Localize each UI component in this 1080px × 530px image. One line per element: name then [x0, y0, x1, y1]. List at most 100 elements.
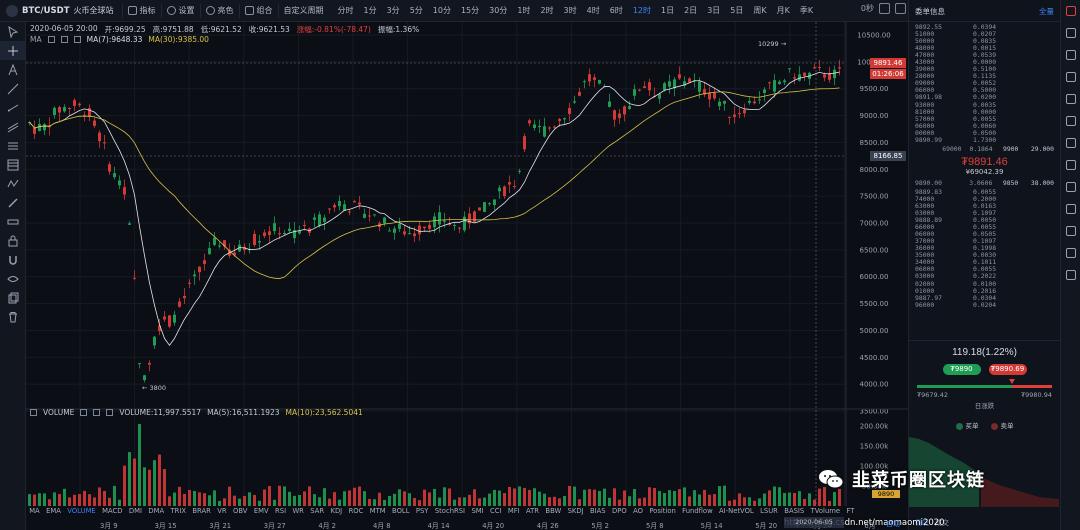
timeframe-9[interactable]: 3时: [563, 6, 577, 15]
timeframe-10[interactable]: 4时: [586, 6, 600, 15]
settings-button[interactable]: 设置: [160, 3, 200, 18]
light-theme-button[interactable]: 亮色: [199, 3, 239, 18]
auto-scale-toggle[interactable]: 自动: [886, 520, 900, 528]
bids-row[interactable]: 74000 0.2000: [915, 195, 1054, 203]
indicator-tab-33[interactable]: BASIS: [784, 507, 805, 515]
timeframe-4[interactable]: 10分: [432, 6, 451, 15]
fib-tool[interactable]: [0, 155, 26, 174]
bids-row[interactable]: 37000 0.1097: [915, 238, 1054, 245]
cursor-tool[interactable]: [0, 22, 26, 41]
volume-settings-icon[interactable]: [80, 409, 88, 416]
timeframe-12[interactable]: 12时: [632, 6, 651, 15]
bids-row[interactable]: 06000 0.0055: [915, 266, 1054, 273]
timeframe-1[interactable]: 1分: [363, 6, 377, 15]
timeframe-19[interactable]: 季K: [799, 6, 814, 15]
indicator-tab-14[interactable]: KDJ: [330, 507, 343, 515]
indicator-tab-18[interactable]: PSY: [415, 507, 429, 515]
asks-row[interactable]: 09000 0.0052: [915, 80, 1054, 87]
buy-price-button[interactable]: ₮9890: [942, 364, 981, 375]
right-icon-13[interactable]: [1061, 264, 1080, 286]
timeframe-5[interactable]: 15分: [460, 6, 480, 15]
timeframe-13[interactable]: 1日: [661, 6, 675, 15]
bids-row[interactable]: 02000 0.0100: [915, 280, 1054, 288]
right-icon-7[interactable]: [1061, 132, 1080, 154]
tab-trades[interactable]: 成交: [935, 519, 949, 527]
asks-row[interactable]: 39000 0.5100: [915, 66, 1054, 73]
indicator-tab-17[interactable]: BOLL: [392, 507, 410, 515]
indicator-tab-25[interactable]: SKDJ: [567, 507, 584, 515]
text-tool[interactable]: [0, 60, 26, 79]
indicator-tab-3[interactable]: MACD: [102, 507, 123, 515]
timeframe-11[interactable]: 6时: [609, 6, 623, 15]
indicator-tab-4[interactable]: DMI: [128, 507, 142, 515]
sell-price-button[interactable]: ₮9890.69: [988, 364, 1027, 375]
indicator-tab-29[interactable]: Position: [649, 507, 676, 515]
asks-row[interactable]: 9890.99 1.7300: [915, 136, 1054, 144]
copy-tool[interactable]: [0, 288, 26, 307]
timeframe-3[interactable]: 5分: [409, 6, 423, 15]
ray-tool[interactable]: [0, 98, 26, 117]
horizontal-lines-tool[interactable]: [0, 136, 26, 155]
asks-row[interactable]: 57000 0.0055: [915, 115, 1054, 123]
timeframe-7[interactable]: 1时: [517, 6, 531, 15]
indicator-tab-23[interactable]: ATR: [526, 507, 540, 515]
asks-row[interactable]: 06000 0.0060: [915, 122, 1054, 130]
brush-tool[interactable]: [0, 193, 26, 212]
pattern-tool[interactable]: [0, 174, 26, 193]
bids-row[interactable]: 9889.83 0.0055: [915, 188, 1054, 196]
kline-chart[interactable]: 10500.0010000.009500.009000.008500.00800…: [26, 22, 908, 506]
asks-row[interactable]: 28000 0.1135: [915, 73, 1054, 80]
bids-row[interactable]: 36000 0.1998: [915, 245, 1054, 252]
right-icon-1[interactable]: [1061, 0, 1080, 22]
asks-row[interactable]: 43000 0.0000: [915, 59, 1054, 66]
order-book-full-toggle[interactable]: 全量: [1039, 7, 1054, 16]
indicator-button[interactable]: 指标: [121, 3, 161, 18]
indicator-tab-26[interactable]: BIAS: [589, 507, 606, 515]
asks-row[interactable]: 50000 0.0835: [915, 38, 1054, 45]
combo-button[interactable]: 组合: [238, 3, 278, 18]
chart-area[interactable]: 10500.0010000.009500.009000.008500.00800…: [26, 22, 908, 530]
indicator-close-icon[interactable]: [73, 36, 81, 43]
indicator-tab-12[interactable]: WR: [292, 507, 304, 515]
indicator-tab-8[interactable]: VR: [217, 507, 227, 515]
asks-row[interactable]: 47000 0.0539: [915, 52, 1054, 59]
right-icon-2[interactable]: [1061, 22, 1080, 44]
bids-row[interactable]: 66000 0.0055: [915, 224, 1054, 231]
symbol-label[interactable]: BTC/USDT: [22, 5, 70, 16]
asks-row[interactable]: 9891.98 0.0200: [915, 94, 1054, 101]
bids-row[interactable]: 01000 0.2016: [915, 287, 1054, 295]
indicator-tab-31[interactable]: AI-NetVOL: [719, 507, 754, 515]
right-icon-11[interactable]: [1061, 220, 1080, 242]
timeframe-16[interactable]: 5日: [730, 6, 744, 15]
indicator-tab-0[interactable]: MA: [29, 507, 40, 515]
volume-hide-icon[interactable]: [93, 409, 101, 416]
right-icon-10[interactable]: [1061, 198, 1080, 220]
right-icon-3[interactable]: [1061, 44, 1080, 66]
indicator-tab-9[interactable]: OBV: [233, 507, 248, 515]
asks-row[interactable]: 9892.55 0.0394: [915, 23, 1054, 31]
indicator-settings-icon[interactable]: [47, 36, 55, 43]
right-icon-4[interactable]: [1061, 66, 1080, 88]
bids-row[interactable]: 96000 0.0204: [915, 301, 1054, 309]
crosshair-tool[interactable]: [0, 41, 26, 60]
right-icon-5[interactable]: [1061, 88, 1080, 110]
right-icon-9[interactable]: [1061, 176, 1080, 198]
indicator-tab-10[interactable]: EMV: [253, 507, 269, 515]
indicator-tab-19[interactable]: StochRSI: [434, 507, 466, 515]
indicator-tab-22[interactable]: MFI: [507, 507, 520, 515]
indicator-tab-27[interactable]: DPO: [612, 507, 627, 515]
fullscreen-icon[interactable]: [895, 3, 906, 14]
indicator-tab-20[interactable]: SMI: [471, 507, 484, 515]
indicator-tab-7[interactable]: BRAR: [192, 507, 211, 515]
asks-row[interactable]: 06000 0.5000: [915, 87, 1054, 94]
trendline-tool[interactable]: [0, 79, 26, 98]
indicator-tab-32[interactable]: LSUR: [760, 507, 778, 515]
indicator-tab-21[interactable]: CCI: [490, 507, 502, 515]
indicator-tab-28[interactable]: AO: [633, 507, 643, 515]
bids-row[interactable]: 9888.89 0.0050: [915, 217, 1054, 224]
delete-tool[interactable]: [0, 307, 26, 326]
indicator-tab-11[interactable]: RSI: [275, 507, 287, 515]
visibility-tool[interactable]: [0, 269, 26, 288]
timeframe-8[interactable]: 2时: [540, 6, 554, 15]
ruler-tool[interactable]: [0, 212, 26, 231]
